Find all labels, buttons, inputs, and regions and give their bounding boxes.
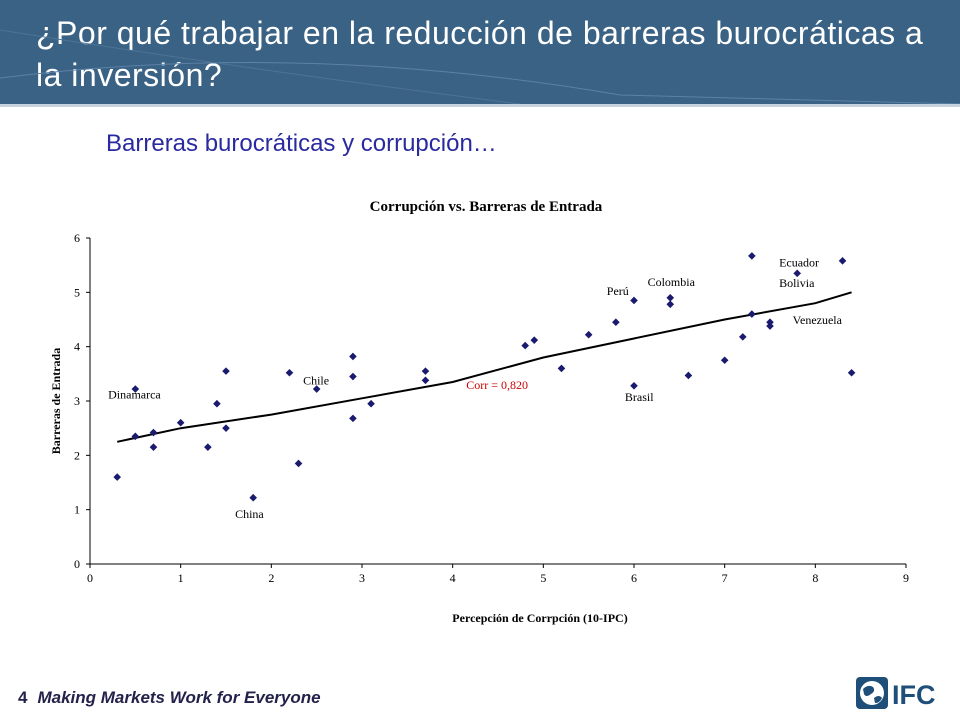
data-point xyxy=(766,322,774,330)
x-tick-label: 1 xyxy=(178,571,184,585)
slide-subtitle: Barreras burocráticas y corrupción… xyxy=(106,130,497,157)
data-point xyxy=(666,293,675,302)
data-point xyxy=(766,318,774,327)
data-point xyxy=(421,376,430,385)
data-point xyxy=(149,428,158,437)
x-tick-label: 8 xyxy=(812,571,818,585)
data-point xyxy=(294,459,303,468)
x-tick-label: 3 xyxy=(359,571,365,585)
data-point xyxy=(367,399,375,408)
point-annotation: Perú xyxy=(607,284,629,298)
slide-header: ¿Por qué trabajar en la reducción de bar… xyxy=(0,0,960,106)
x-tick-label: 0 xyxy=(87,571,93,585)
y-tick-label: 4 xyxy=(74,340,80,354)
y-tick-label: 6 xyxy=(74,231,80,245)
data-point xyxy=(530,336,539,344)
x-tick-label: 7 xyxy=(722,571,728,585)
data-point xyxy=(748,252,756,260)
data-point xyxy=(793,269,801,278)
data-point xyxy=(684,371,693,380)
data-point xyxy=(249,493,257,502)
header-decoration xyxy=(0,29,960,105)
header-rule xyxy=(0,104,960,107)
data-point xyxy=(748,310,756,318)
y-axis-label: Barreras de Entrada xyxy=(49,348,63,454)
data-point xyxy=(149,443,158,451)
data-point xyxy=(630,381,638,390)
data-point xyxy=(213,399,221,408)
footer-tagline: Making Markets Work for Everyone xyxy=(37,688,321,707)
data-point xyxy=(349,414,357,423)
data-point xyxy=(521,341,529,350)
point-annotation: Venezuela xyxy=(793,313,843,327)
data-point xyxy=(739,333,747,341)
scatter-chart: Corrupción vs. Barreras de Entrada 0 1 2 3 4 5… xyxy=(49,199,909,625)
x-tick-label: 4 xyxy=(450,571,456,585)
data-point xyxy=(557,364,566,373)
data-point xyxy=(421,367,430,375)
data-point xyxy=(612,318,620,327)
data-point xyxy=(312,385,321,393)
x-tick-label: 5 xyxy=(540,571,546,585)
data-point xyxy=(666,300,675,309)
chart-title: Corrupción vs. Barreras de Entrada xyxy=(370,199,603,215)
data-point xyxy=(349,352,357,361)
point-annotation: Chile xyxy=(303,374,329,388)
page-number: 4 xyxy=(18,688,28,707)
ifc-logo: IFC xyxy=(856,677,936,710)
y-tick-label: 0 xyxy=(74,557,80,571)
data-point xyxy=(204,443,212,451)
data-point xyxy=(131,385,140,393)
data-point xyxy=(349,372,357,381)
trend-line xyxy=(116,291,852,443)
point-annotation: Ecuador xyxy=(779,255,819,269)
point-annotation: Colombia xyxy=(648,275,696,289)
data-point xyxy=(176,418,185,427)
correlation-label: Corr = 0,820 xyxy=(466,378,528,392)
data-point xyxy=(630,296,638,305)
data-point xyxy=(113,473,121,481)
data-point xyxy=(285,368,294,377)
point-annotation: China xyxy=(235,507,264,521)
x-tick-label: 2 xyxy=(268,571,274,585)
point-annotation: Bolivia xyxy=(779,276,815,290)
data-point xyxy=(222,424,230,432)
point-annotation: Brasil xyxy=(625,390,654,404)
point-annotation: Dinamarca xyxy=(108,387,161,401)
data-point xyxy=(131,432,140,441)
data-point xyxy=(222,367,230,375)
x-tick-label: 6 xyxy=(631,571,637,585)
footer: 4 Making Markets Work for Everyone xyxy=(18,688,321,708)
data-point xyxy=(847,368,856,377)
data-point xyxy=(584,330,593,339)
y-tick-label: 5 xyxy=(74,285,80,299)
y-tick-label: 3 xyxy=(74,394,80,408)
data-point xyxy=(720,356,729,365)
data-point xyxy=(838,257,847,265)
x-tick-label: 9 xyxy=(903,571,909,585)
logo-text: IFC xyxy=(892,680,936,710)
y-tick-label: 2 xyxy=(74,448,80,462)
y-tick-label: 1 xyxy=(74,503,80,517)
x-axis-label: Percepción de Corrpción (10-IPC) xyxy=(452,611,627,625)
